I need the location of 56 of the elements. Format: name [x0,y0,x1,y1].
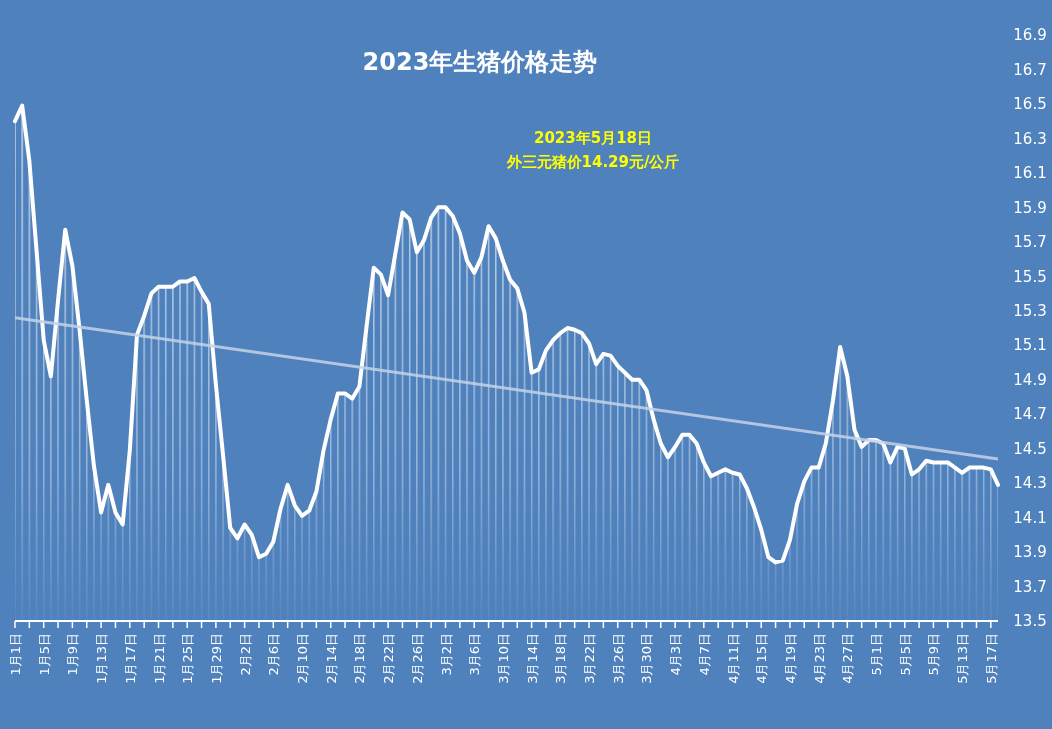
y-tick-label: 14.9 [1013,370,1047,389]
y-tick-label: 13.5 [1013,612,1047,631]
x-tick-label: 3月6日 [467,633,483,676]
x-tick-label: 2月26日 [409,633,425,684]
y-tick-label: 14.5 [1013,439,1047,458]
x-tick-label: 3月30日 [639,633,655,684]
y-tick-label: 13.7 [1013,577,1047,596]
x-tick-label: 1月5日 [36,633,52,676]
x-tick-label: 4月3日 [668,633,684,676]
x-tick-label: 4月15日 [754,633,770,684]
x-tick-label: 1月17日 [122,633,138,684]
y-tick-label: 15.3 [1013,302,1047,321]
y-tick-label: 16.3 [1013,129,1047,148]
x-tick-label: 5月13日 [955,633,971,684]
y-tick-label: 15.9 [1013,198,1047,217]
x-tick-label: 3月14日 [524,633,540,684]
y-tick-label: 13.9 [1013,543,1047,562]
y-tick-label: 16.5 [1013,95,1047,114]
x-tick-label: 1月13日 [94,633,110,684]
x-tick-label: 2月14日 [323,633,339,684]
x-tick-label: 1月9日 [65,633,81,676]
x-tick-label: 3月18日 [553,633,569,684]
x-tick-label: 3月10日 [495,633,511,684]
annotation: 外三元猪价14.29元/公斤 [505,153,680,171]
y-tick-label: 15.7 [1013,233,1047,252]
x-tick-label: 5月1日 [869,633,885,676]
x-tick-label: 4月7日 [696,633,712,676]
y-tick-label: 15.5 [1013,267,1047,286]
y-tick-label: 14.7 [1013,405,1047,424]
x-tick-label: 3月2日 [438,633,454,676]
x-tick-label: 1月21日 [151,633,167,684]
x-tick-label: 5月5日 [897,633,913,676]
x-tick-label: 4月27日 [840,633,856,684]
x-tick-label: 2月18日 [352,633,368,684]
x-tick-label: 1月29日 [208,633,224,684]
x-tick-label: 3月26日 [610,633,626,684]
annotation: 2023年5月18日 [533,129,653,147]
x-tick-label: 5月9日 [926,633,942,676]
x-tick-label: 1月1日 [8,633,23,676]
x-tick-label: 2月2日 [237,633,253,676]
x-tick-label: 4月23日 [811,633,827,684]
x-tick-label: 1月25日 [180,633,196,684]
x-tick-label: 4月11日 [725,633,741,684]
y-tick-label: 16.7 [1013,60,1047,79]
x-tick-label: 2月10日 [295,633,311,684]
x-tick-label: 4月19日 [782,633,798,684]
y-tick-label: 14.3 [1013,474,1047,493]
text: 2023年生猪价格走势 [362,48,598,76]
x-tick-label: 2月22日 [381,633,397,684]
x-tick-label: 3月22日 [582,633,598,684]
y-tick-label: 14.1 [1013,508,1047,527]
x-tick-label: 5月17日 [983,633,999,684]
y-tick-label: 16.1 [1013,164,1047,183]
x-tick-label: 2月6日 [266,633,282,676]
y-tick-label: 15.1 [1013,336,1047,355]
y-tick-label: 16.9 [1013,26,1047,45]
